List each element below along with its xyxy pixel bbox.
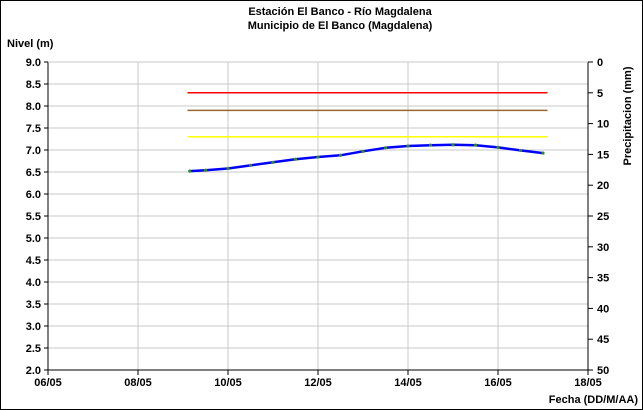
x-tick-label: 06/05 <box>34 377 62 389</box>
series-layer <box>188 143 545 173</box>
y-left-tick-label: 7.5 <box>26 123 41 135</box>
data-point <box>338 153 343 157</box>
y-right-tick-label: 10 <box>597 119 609 131</box>
data-point <box>316 155 320 159</box>
x-tick-label: 14/05 <box>394 377 422 389</box>
data-point <box>428 143 433 147</box>
data-point <box>451 143 455 147</box>
x-tick-label: 10/05 <box>214 377 242 389</box>
data-point <box>248 163 253 167</box>
y-left-tick-label: 3.5 <box>26 299 41 311</box>
data-point <box>496 145 500 149</box>
y-right-tick-label: 5 <box>597 88 603 100</box>
tick-labels: 2.0 2.5 3.0 3.5 4.0 4.5 5.0 5.5 6.0 6.5 7.0 7.5 8.0 8… <box>26 57 610 389</box>
y-right-tick-label: 45 <box>597 334 609 346</box>
y-right-tick-label: 20 <box>597 180 609 192</box>
y-left-tick-label: 6.5 <box>26 167 41 179</box>
data-point <box>361 149 365 153</box>
y-left-tick-label: 5.5 <box>26 211 41 223</box>
y-left-tick-label: 7.0 <box>26 145 41 157</box>
chart-title: Estación El Banco - Río Magdalena <box>248 6 432 18</box>
y-right-tick-label: 0 <box>597 57 603 69</box>
y-right-tick-label: 25 <box>597 211 609 223</box>
x-tick-label: 12/05 <box>304 377 332 389</box>
y-right-tick-label: 35 <box>597 273 609 285</box>
grid-lines <box>48 61 588 370</box>
data-point <box>541 151 545 155</box>
data-point <box>188 169 192 173</box>
data-point <box>293 157 298 161</box>
threshold-lines <box>187 92 548 138</box>
y-right-tick-label: 30 <box>597 242 609 254</box>
x-tick-label: 08/05 <box>124 377 152 389</box>
data-point <box>226 166 230 171</box>
y-left-tick-label: 8.0 <box>26 101 41 113</box>
data-point <box>518 148 523 153</box>
y-right-axis-title: Precipitacion (mm) <box>622 66 634 165</box>
y-left-tick-label: 6.0 <box>26 189 41 201</box>
y-left-tick-label: 9.0 <box>26 57 41 69</box>
y-left-axis-title: Nivel (m) <box>7 38 54 50</box>
y-left-tick-label: 8.5 <box>26 79 41 91</box>
series-line <box>189 143 544 173</box>
y-left-tick-label: 4.5 <box>26 255 41 267</box>
data-point <box>271 160 275 164</box>
y-left-tick-label: 3.0 <box>26 321 41 333</box>
data-point <box>406 144 410 148</box>
y-left-tick-label: 2.0 <box>26 365 41 377</box>
y-left-tick-label: 4.0 <box>26 277 41 289</box>
y-right-tick-label: 40 <box>597 303 609 315</box>
y-left-tick-label: 5.0 <box>26 233 41 245</box>
x-tick-label: 18/05 <box>574 377 602 389</box>
y-right-tick-label: 50 <box>597 365 609 377</box>
data-point <box>203 168 208 172</box>
x-axis-title: Fecha (DD/M/AA) <box>549 394 639 406</box>
axes <box>44 61 593 375</box>
chart-subtitle: Municipio de El Banco (Magdalena) <box>248 20 433 32</box>
data-point <box>383 146 388 150</box>
y-right-tick-label: 15 <box>597 149 609 161</box>
y-left-tick-label: 2.5 <box>26 343 41 355</box>
data-point <box>473 143 478 147</box>
x-tick-label: 16/05 <box>484 377 512 389</box>
